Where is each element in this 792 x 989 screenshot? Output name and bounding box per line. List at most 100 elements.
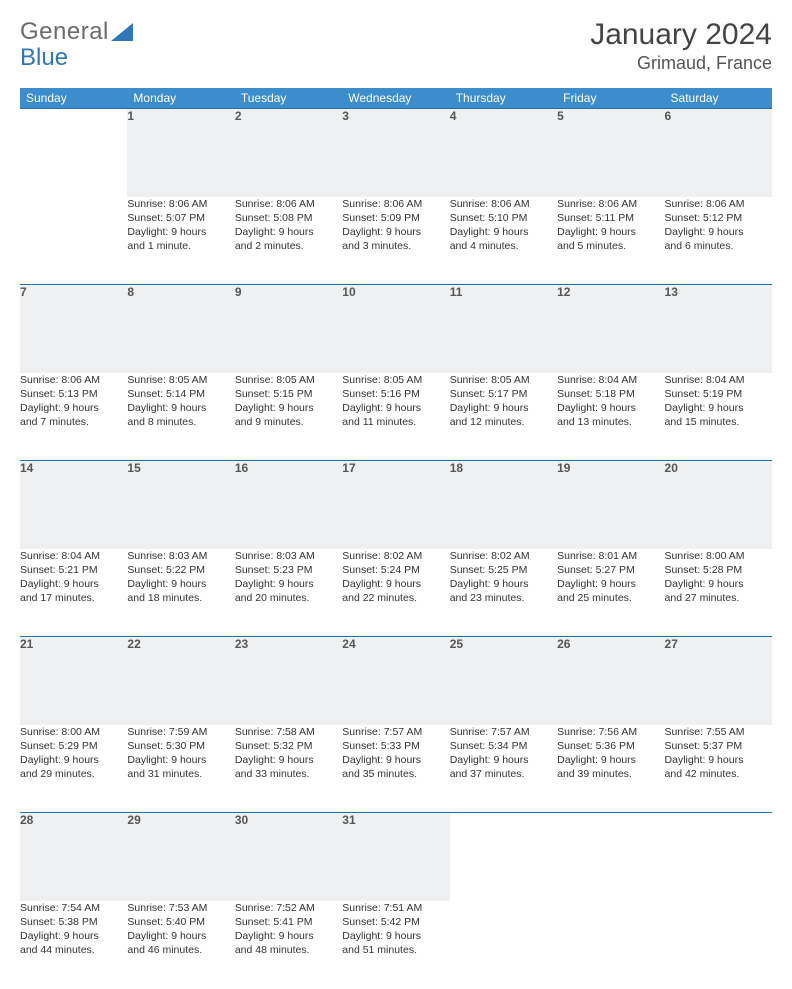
- daylight-line2: and 1 minute.: [127, 239, 234, 253]
- daylight-line2: and 2 minutes.: [235, 239, 342, 253]
- day-number: 21: [20, 637, 127, 725]
- sunset-text: Sunset: 5:37 PM: [665, 739, 772, 753]
- daylight-line2: and 27 minutes.: [665, 591, 772, 605]
- day-empty: [20, 197, 127, 285]
- day-number: 9: [235, 285, 342, 373]
- day-cell: Sunrise: 8:01 AMSunset: 5:27 PMDaylight:…: [557, 549, 664, 637]
- day-cell: Sunrise: 7:58 AMSunset: 5:32 PMDaylight:…: [235, 725, 342, 813]
- daynum-row: 78910111213: [20, 285, 772, 373]
- daylight-line1: Daylight: 9 hours: [20, 401, 127, 415]
- sunrise-text: Sunrise: 7:59 AM: [127, 725, 234, 739]
- daylight-line2: and 6 minutes.: [665, 239, 772, 253]
- sunrise-text: Sunrise: 7:55 AM: [665, 725, 772, 739]
- day-cell: Sunrise: 8:05 AMSunset: 5:14 PMDaylight:…: [127, 373, 234, 461]
- day-cell: Sunrise: 8:05 AMSunset: 5:15 PMDaylight:…: [235, 373, 342, 461]
- sunrise-text: Sunrise: 8:04 AM: [557, 373, 664, 387]
- daylight-line2: and 22 minutes.: [342, 591, 449, 605]
- day-cell: Sunrise: 8:04 AMSunset: 5:21 PMDaylight:…: [20, 549, 127, 637]
- sunset-text: Sunset: 5:22 PM: [127, 563, 234, 577]
- sunset-text: Sunset: 5:36 PM: [557, 739, 664, 753]
- sunset-text: Sunset: 5:40 PM: [127, 915, 234, 929]
- day-number: 13: [665, 285, 772, 373]
- daylight-line1: Daylight: 9 hours: [450, 401, 557, 415]
- sunset-text: Sunset: 5:10 PM: [450, 211, 557, 225]
- day-cell: Sunrise: 8:06 AMSunset: 5:13 PMDaylight:…: [20, 373, 127, 461]
- brand-part1: General: [20, 18, 109, 46]
- sunset-text: Sunset: 5:13 PM: [20, 387, 127, 401]
- sunrise-text: Sunrise: 8:06 AM: [557, 197, 664, 211]
- day-number: 16: [235, 461, 342, 549]
- day-number: 27: [665, 637, 772, 725]
- daylight-line2: and 12 minutes.: [450, 415, 557, 429]
- daylight-line1: Daylight: 9 hours: [342, 929, 449, 943]
- daylight-line2: and 15 minutes.: [665, 415, 772, 429]
- daylight-line2: and 3 minutes.: [342, 239, 449, 253]
- daylight-line1: Daylight: 9 hours: [127, 577, 234, 591]
- sunrise-text: Sunrise: 7:54 AM: [20, 901, 127, 915]
- day-cell: Sunrise: 8:00 AMSunset: 5:29 PMDaylight:…: [20, 725, 127, 813]
- daynum-row: 28293031: [20, 813, 772, 901]
- col-tuesday: Tuesday: [235, 88, 342, 109]
- daylight-line2: and 42 minutes.: [665, 767, 772, 781]
- daylight-line1: Daylight: 9 hours: [20, 929, 127, 943]
- daylight-line1: Daylight: 9 hours: [665, 401, 772, 415]
- day-cell: Sunrise: 8:06 AMSunset: 5:10 PMDaylight:…: [450, 197, 557, 285]
- day-cell: Sunrise: 8:05 AMSunset: 5:17 PMDaylight:…: [450, 373, 557, 461]
- brand-logo: General: [20, 18, 133, 46]
- day-number: 11: [450, 285, 557, 373]
- calendar-table: Sunday Monday Tuesday Wednesday Thursday…: [20, 88, 772, 989]
- sunrise-text: Sunrise: 8:06 AM: [665, 197, 772, 211]
- day-cell: Sunrise: 8:05 AMSunset: 5:16 PMDaylight:…: [342, 373, 449, 461]
- daylight-line1: Daylight: 9 hours: [342, 753, 449, 767]
- daylight-line1: Daylight: 9 hours: [127, 401, 234, 415]
- sunrise-text: Sunrise: 8:00 AM: [665, 549, 772, 563]
- sunrise-text: Sunrise: 8:05 AM: [127, 373, 234, 387]
- col-thursday: Thursday: [450, 88, 557, 109]
- day-empty: [20, 109, 127, 197]
- sunrise-text: Sunrise: 8:06 AM: [127, 197, 234, 211]
- sunrise-text: Sunrise: 7:57 AM: [450, 725, 557, 739]
- logo-triangle-icon: [111, 23, 133, 41]
- day-cell: Sunrise: 7:52 AMSunset: 5:41 PMDaylight:…: [235, 901, 342, 989]
- daylight-line1: Daylight: 9 hours: [127, 929, 234, 943]
- day-number: 1: [127, 109, 234, 197]
- daylight-line2: and 18 minutes.: [127, 591, 234, 605]
- day-number: 12: [557, 285, 664, 373]
- daylight-line2: and 48 minutes.: [235, 943, 342, 957]
- day-number: 25: [450, 637, 557, 725]
- day-cell: Sunrise: 7:59 AMSunset: 5:30 PMDaylight:…: [127, 725, 234, 813]
- day-number: 20: [665, 461, 772, 549]
- content-row: Sunrise: 8:06 AMSunset: 5:07 PMDaylight:…: [20, 197, 772, 285]
- day-cell: Sunrise: 8:04 AMSunset: 5:18 PMDaylight:…: [557, 373, 664, 461]
- sunset-text: Sunset: 5:07 PM: [127, 211, 234, 225]
- day-number: 14: [20, 461, 127, 549]
- sunrise-text: Sunrise: 8:04 AM: [665, 373, 772, 387]
- col-wednesday: Wednesday: [342, 88, 449, 109]
- day-number: 15: [127, 461, 234, 549]
- sunset-text: Sunset: 5:11 PM: [557, 211, 664, 225]
- daylight-line2: and 25 minutes.: [557, 591, 664, 605]
- daylight-line1: Daylight: 9 hours: [235, 753, 342, 767]
- day-cell: Sunrise: 7:57 AMSunset: 5:33 PMDaylight:…: [342, 725, 449, 813]
- sunrise-text: Sunrise: 8:06 AM: [235, 197, 342, 211]
- sunset-text: Sunset: 5:19 PM: [665, 387, 772, 401]
- location-label: Grimaud, France: [590, 53, 772, 74]
- day-empty: [665, 813, 772, 901]
- day-empty: [665, 901, 772, 989]
- daylight-line2: and 37 minutes.: [450, 767, 557, 781]
- day-number: 23: [235, 637, 342, 725]
- sunset-text: Sunset: 5:28 PM: [665, 563, 772, 577]
- day-cell: Sunrise: 8:00 AMSunset: 5:28 PMDaylight:…: [665, 549, 772, 637]
- day-number: 10: [342, 285, 449, 373]
- daylight-line1: Daylight: 9 hours: [235, 225, 342, 239]
- day-number: 24: [342, 637, 449, 725]
- day-cell: Sunrise: 8:03 AMSunset: 5:23 PMDaylight:…: [235, 549, 342, 637]
- sunset-text: Sunset: 5:38 PM: [20, 915, 127, 929]
- daylight-line2: and 7 minutes.: [20, 415, 127, 429]
- day-number: 3: [342, 109, 449, 197]
- day-cell: Sunrise: 8:03 AMSunset: 5:22 PMDaylight:…: [127, 549, 234, 637]
- daylight-line1: Daylight: 9 hours: [450, 225, 557, 239]
- sunset-text: Sunset: 5:12 PM: [665, 211, 772, 225]
- sunset-text: Sunset: 5:34 PM: [450, 739, 557, 753]
- daylight-line1: Daylight: 9 hours: [235, 577, 342, 591]
